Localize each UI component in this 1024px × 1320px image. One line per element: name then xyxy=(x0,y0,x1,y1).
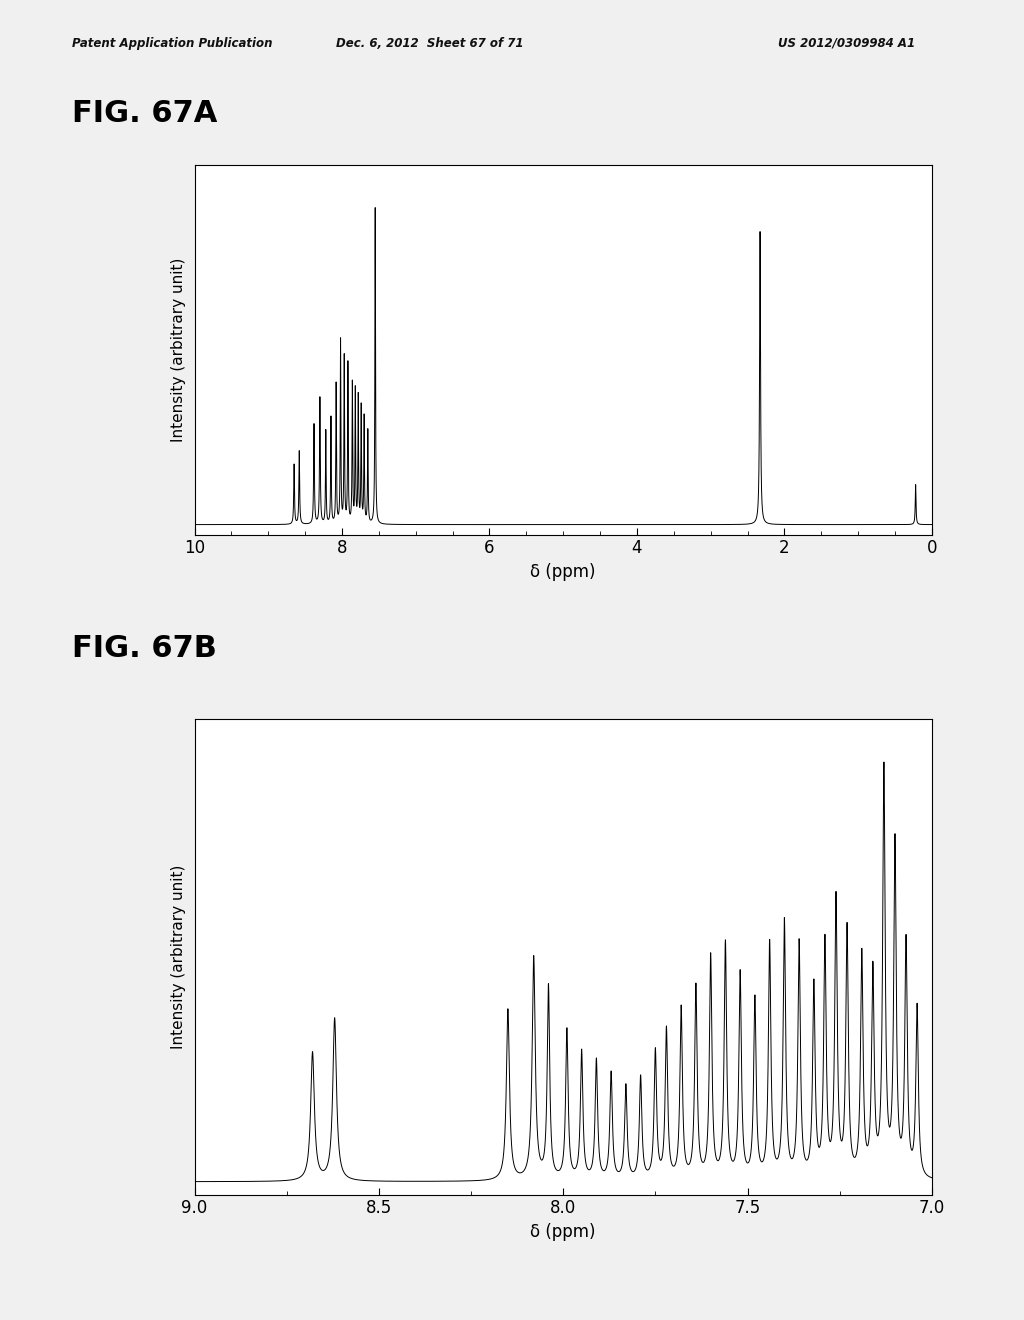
X-axis label: δ (ppm): δ (ppm) xyxy=(530,564,596,581)
Text: Dec. 6, 2012  Sheet 67 of 71: Dec. 6, 2012 Sheet 67 of 71 xyxy=(336,37,524,50)
Text: US 2012/0309984 A1: US 2012/0309984 A1 xyxy=(778,37,915,50)
Y-axis label: Intensity (arbitrary unit): Intensity (arbitrary unit) xyxy=(171,865,186,1049)
Text: Patent Application Publication: Patent Application Publication xyxy=(72,37,272,50)
X-axis label: δ (ppm): δ (ppm) xyxy=(530,1224,596,1241)
Text: FIG. 67A: FIG. 67A xyxy=(72,99,217,128)
Y-axis label: Intensity (arbitrary unit): Intensity (arbitrary unit) xyxy=(171,257,186,442)
Text: FIG. 67B: FIG. 67B xyxy=(72,634,216,663)
